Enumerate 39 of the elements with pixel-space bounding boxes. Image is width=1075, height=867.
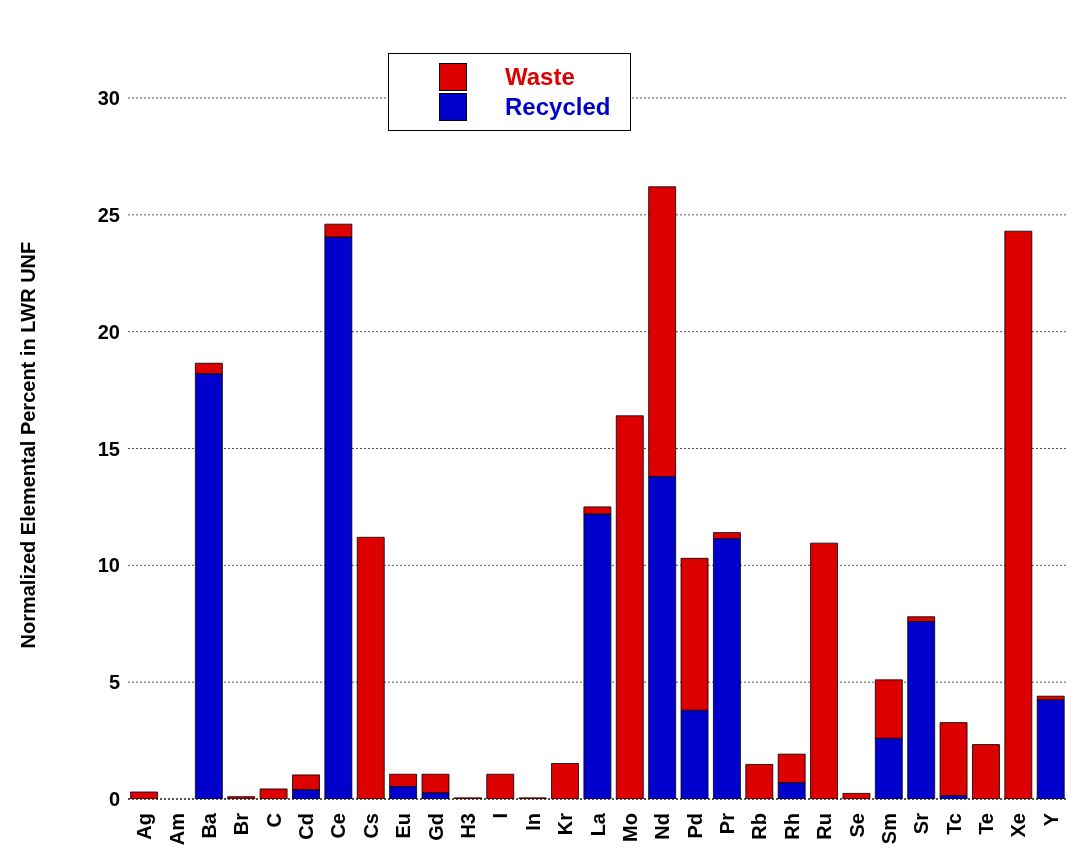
x-tick-label: Br [230,812,253,836]
x-tick-label: Y [1039,812,1062,827]
y-tick-label: 0 [108,788,120,811]
x-tick-label: La [586,812,609,837]
y-axis-title: Normalized Elemental Percent in LWR UNF [17,241,40,649]
x-tick-label: Mo [618,813,641,842]
x-tick-label: Kr [554,812,577,836]
x-tick-label: Nd [651,813,674,840]
x-tick-label: Te [975,813,998,835]
x-tick-label: Ce [327,813,350,839]
x-tick-label: H3 [456,813,479,839]
x-tick-label: Ba [197,812,220,839]
x-tick-label: Pd [683,813,706,839]
x-tick-label: Cs [359,813,382,839]
x-tick-label: Tc [942,813,965,835]
legend-label: Waste [505,62,575,92]
y-tick-label: 30 [97,87,120,110]
x-tick-label: Xe [1007,813,1030,838]
x-tick-label: Gd [424,813,447,841]
x-tick-label: In [521,813,544,831]
x-tick-label: Se [845,813,868,838]
x-tick-label: Eu [392,813,415,839]
y-tick-label: 15 [97,437,120,460]
x-tick-label: I [489,813,512,819]
x-tick-label: Ru [813,813,836,840]
legend-label: Recycled [505,92,611,122]
y-tick-label: 25 [97,203,120,226]
x-tick-label: Sr [910,812,933,835]
x-tick-label: Cd [295,813,318,840]
y-tick-label: 20 [97,320,120,343]
y-tick-label: 10 [97,554,120,577]
x-tick-label: Pr [716,812,739,835]
x-tick-label: Rb [748,813,771,840]
x-tick-label: Sm [877,813,900,845]
x-tick-label: Am [165,813,188,846]
x-tick-label: C [262,813,285,828]
x-tick-label: Ag [133,813,156,840]
y-tick-label: 5 [108,671,120,694]
x-tick-label: Rh [780,813,803,840]
